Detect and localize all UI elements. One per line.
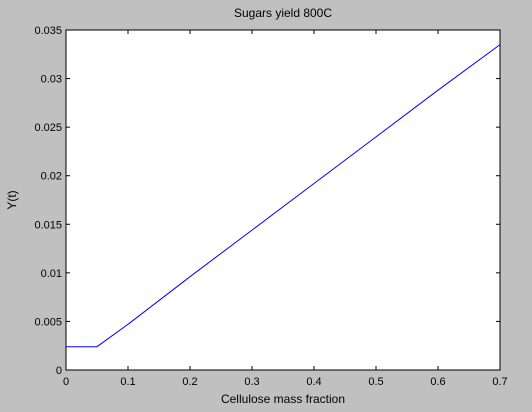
x-tick-label: 0.5 (368, 376, 383, 388)
y-axis-label: Y(t) (5, 190, 19, 209)
y-tick-label: 0 (56, 365, 62, 377)
x-tick-label: 0.7 (492, 376, 507, 388)
y-tick-label: 0.005 (34, 316, 62, 328)
y-tick-label: 0.03 (41, 74, 62, 86)
x-tick-label: 0.1 (120, 376, 135, 388)
x-tick-label: 0.4 (306, 376, 321, 388)
plot-frame (65, 29, 501, 371)
x-tick-label: 0 (63, 376, 69, 388)
series-line (66, 44, 501, 348)
x-axis-label: Cellulose mass fraction (221, 392, 345, 406)
y-tick-label: 0.02 (41, 171, 62, 183)
x-tick-label: 0.2 (182, 376, 197, 388)
plot-area (66, 30, 500, 370)
x-tick-label: 0.3 (244, 376, 259, 388)
chart-title: Sugars yield 800C (234, 6, 332, 20)
y-tick-label: 0.025 (34, 122, 62, 134)
y-tick-labels: 0 0.005 0.01 0.015 0.02 0.025 0.03 0.035 (34, 25, 62, 377)
y-tick-label: 0.035 (34, 25, 62, 37)
y-tick-label: 0.01 (41, 268, 62, 280)
x-tick-labels: 0 0.1 0.2 0.3 0.4 0.5 0.6 0.7 (63, 376, 508, 388)
y-tick-label: 0.015 (34, 219, 62, 231)
x-tick-label: 0.6 (430, 376, 445, 388)
